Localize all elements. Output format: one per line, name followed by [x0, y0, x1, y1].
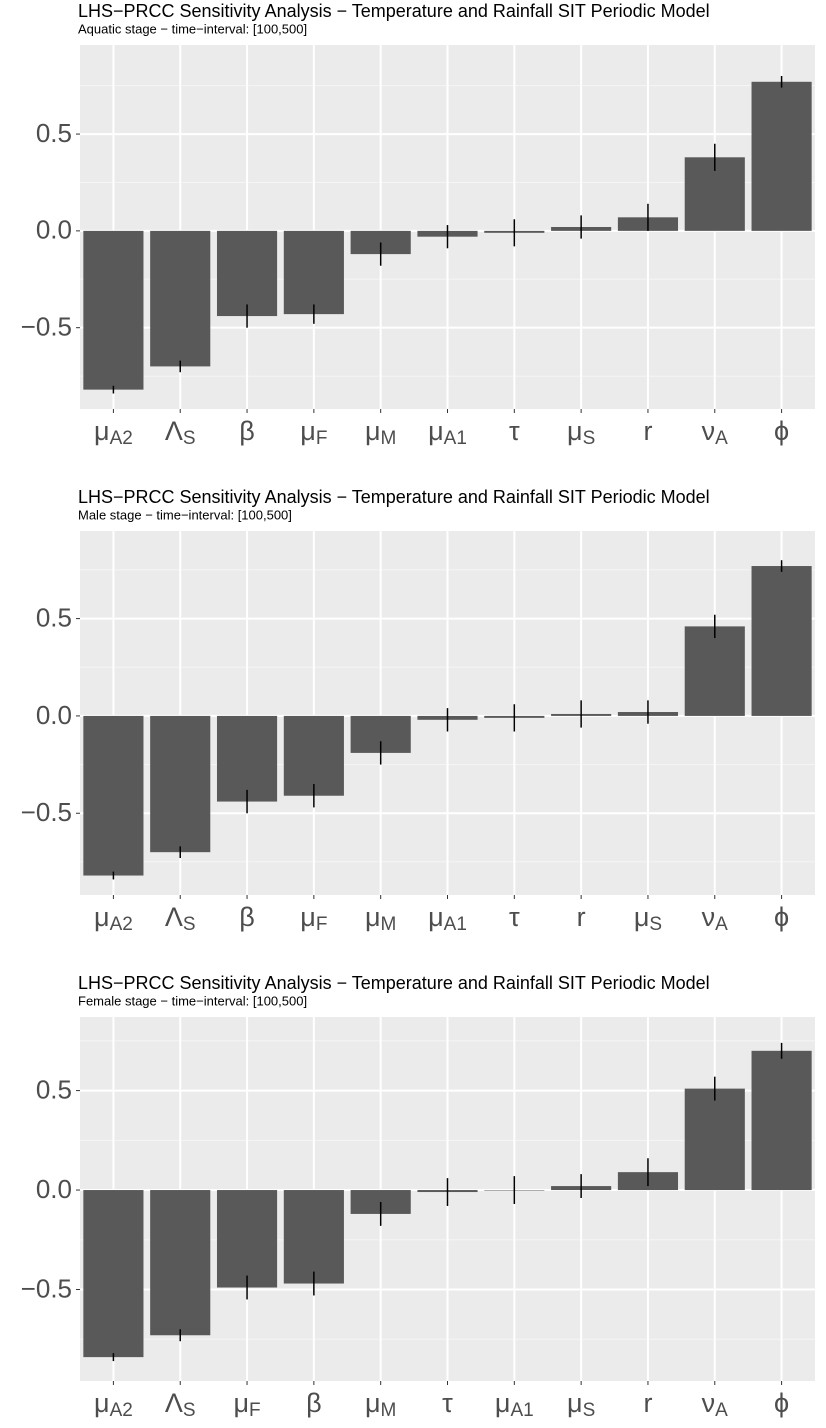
chart-subtitle: Female stage − time−interval: [100,500] — [78, 993, 307, 1008]
chart-subtitle: Aquatic stage − time−interval: [100,500] — [78, 21, 307, 36]
bar — [684, 626, 745, 716]
x-tick-label: μF — [300, 416, 327, 449]
x-tick-label: ϕ — [774, 1388, 789, 1418]
x-tick-label: νA — [702, 1388, 729, 1421]
bar — [216, 715, 278, 802]
y-tick-label: 0.0 — [36, 1174, 72, 1204]
bar — [150, 230, 211, 367]
bar — [83, 1190, 144, 1358]
x-tick-label: μF — [233, 1388, 260, 1421]
x-tick-label: μA1 — [428, 416, 467, 449]
x-tick-label: μA2 — [94, 1388, 133, 1421]
bar — [83, 715, 144, 876]
x-tick-label: r — [643, 1388, 652, 1418]
x-tick-label: β — [239, 902, 255, 932]
y-tick-label: 0.5 — [36, 1074, 72, 1104]
bar — [751, 1050, 812, 1191]
x-tick-label: β — [306, 1388, 322, 1418]
x-tick-label: ΛS — [165, 416, 196, 449]
x-tick-label: ϕ — [774, 416, 789, 446]
y-tick-label: −0.5 — [21, 797, 72, 827]
chart-title: LHS−PRCC Sensitivity Analysis − Temperat… — [78, 973, 710, 993]
x-tick-label: μM — [365, 902, 396, 935]
x-tick-label: νA — [702, 902, 729, 935]
bar — [216, 230, 278, 317]
x-tick-label: τ — [509, 416, 520, 446]
bar — [216, 1190, 278, 1288]
x-tick-label: μS — [634, 902, 662, 935]
x-tick-label: νA — [702, 416, 729, 449]
x-tick-label: r — [643, 416, 652, 446]
bar — [283, 1190, 344, 1284]
y-tick-label: −0.5 — [21, 1273, 72, 1303]
y-tick-label: −0.5 — [21, 312, 72, 342]
y-tick-label: 0.0 — [36, 215, 72, 245]
x-tick-label: μM — [365, 1388, 396, 1421]
chart-subtitle: Male stage − time−interval: [100,500] — [78, 507, 292, 522]
x-tick-label: μA2 — [94, 902, 133, 935]
x-tick-label: ΛS — [165, 902, 196, 935]
bar — [751, 566, 812, 716]
x-tick-label: μF — [300, 902, 327, 935]
bar — [83, 230, 144, 390]
bar — [150, 1190, 211, 1336]
bar — [283, 230, 344, 315]
x-tick-label: τ — [509, 902, 520, 932]
chart-title: LHS−PRCC Sensitivity Analysis − Temperat… — [78, 487, 710, 507]
x-tick-label: μS — [567, 416, 595, 449]
x-tick-label: μS — [567, 1388, 595, 1421]
bar — [150, 715, 211, 853]
y-tick-label: 0.5 — [36, 602, 72, 632]
x-tick-label: μA1 — [428, 902, 467, 935]
chart-title: LHS−PRCC Sensitivity Analysis − Temperat… — [78, 1, 710, 21]
x-tick-label: τ — [442, 1388, 453, 1418]
y-tick-label: 0.0 — [36, 700, 72, 730]
bar — [283, 715, 344, 796]
x-tick-label: β — [239, 416, 255, 446]
bar — [684, 1088, 745, 1191]
x-tick-label: ΛS — [165, 1388, 196, 1421]
y-tick-label: 0.5 — [36, 118, 72, 148]
x-tick-label: μA2 — [94, 416, 133, 449]
x-tick-label: μM — [365, 416, 396, 449]
x-tick-label: r — [577, 902, 586, 932]
x-tick-label: μA1 — [495, 1388, 534, 1421]
x-tick-label: ϕ — [774, 902, 789, 932]
bar — [751, 81, 812, 231]
